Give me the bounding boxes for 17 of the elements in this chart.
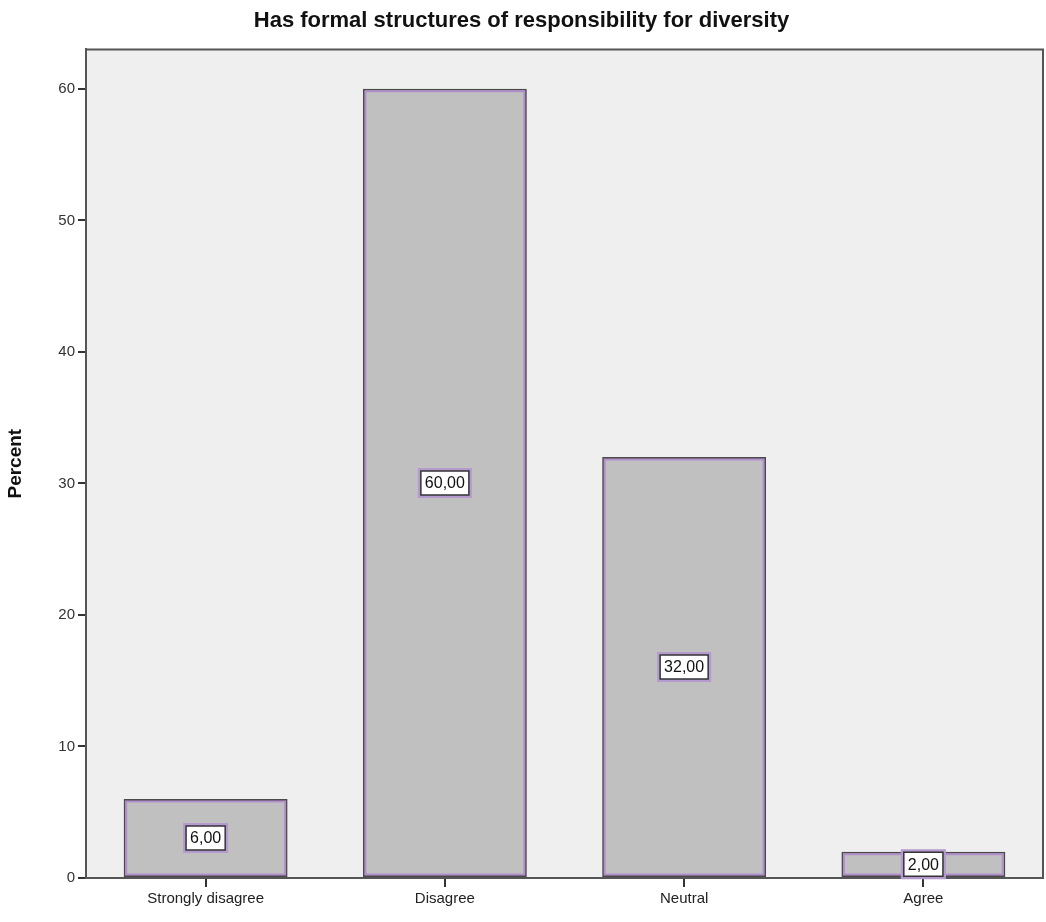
y-axis-title: Percent [3,428,25,499]
y-tick-label: 10 [58,736,75,754]
y-tick-label: 60 [58,79,75,96]
x-tick-label: Agree [903,889,944,907]
data-label: 2,00 [907,855,940,873]
data-label: 60,00 [424,474,465,492]
y-tick-label: 40 [58,342,75,360]
y-tick-label: 30 [58,473,75,491]
x-tick-label: Strongly disagree [147,889,264,907]
chart-title: Has formal structures of responsibility for diversity [253,7,790,33]
y-tick-label: 20 [58,605,75,623]
y-tick-label: 50 [58,210,75,228]
data-label: 32,00 [664,658,705,676]
x-tick-label: Disagree [414,889,475,907]
data-label: 6,00 [190,829,222,847]
x-tick-label: Neutral [659,889,709,907]
y-tick-label: 0 [66,868,75,886]
